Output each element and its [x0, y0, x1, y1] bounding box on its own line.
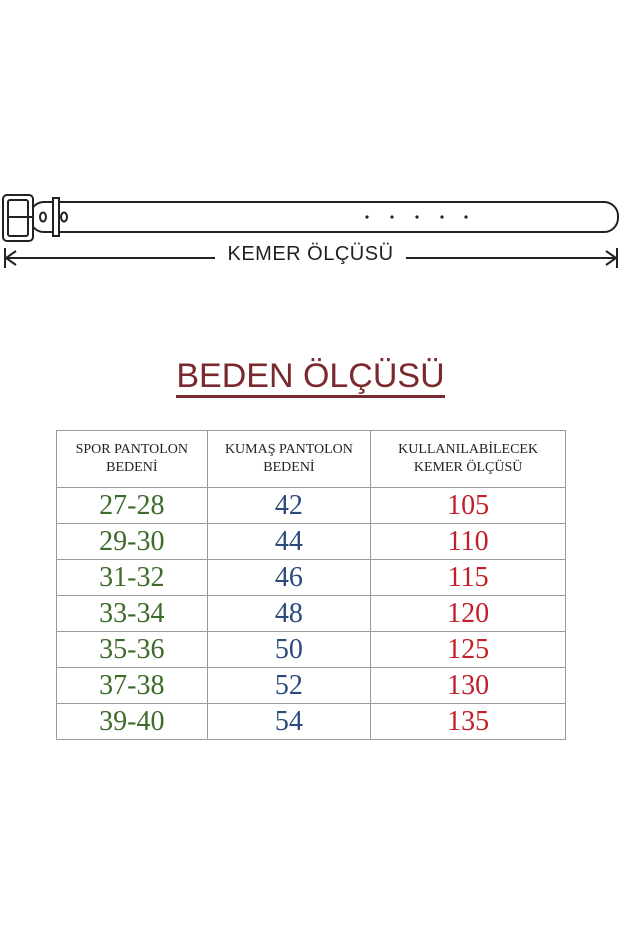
table-row: 35-36 50 125	[56, 631, 566, 668]
table-row: 33-34 48 120	[56, 595, 566, 632]
belt-size-cell: 130	[370, 667, 566, 704]
table-row: 39-40 54 135	[56, 703, 566, 740]
table-row: 31-32 46 115	[56, 559, 566, 596]
table-row: 27-28 42 105	[56, 487, 566, 524]
page-title: BEDEN ÖLÇÜSÜ	[0, 357, 621, 398]
sport-size-cell: 39-40	[56, 703, 208, 740]
table-row: 37-38 52 130	[56, 667, 566, 704]
belt-measure-label: KEMER ÖLÇÜSÜ	[0, 243, 621, 266]
belt-size-cell: 125	[370, 631, 566, 668]
table-header-row: SPOR PANTOLON BEDENİ KUMAŞ PANTOLON BEDENİ…	[56, 430, 566, 488]
header-belt-size: KULLANILABİLECEK KEMER ÖLÇÜSÜ	[370, 430, 566, 488]
header-sport-size: SPOR PANTOLON BEDENİ	[56, 430, 208, 488]
sport-size-cell: 33-34	[56, 595, 208, 632]
belt-size-cell: 115	[370, 559, 566, 596]
fabric-size-cell: 54	[206, 703, 372, 740]
fabric-size-cell: 46	[206, 559, 372, 596]
fabric-size-cell: 48	[206, 595, 372, 632]
sport-size-cell: 37-38	[56, 667, 208, 704]
fabric-size-cell: 52	[206, 667, 372, 704]
fabric-size-cell: 42	[206, 487, 372, 524]
belt-size-cell: 120	[370, 595, 566, 632]
sport-size-cell: 29-30	[56, 523, 208, 560]
sport-size-cell: 35-36	[56, 631, 208, 668]
sport-size-cell: 31-32	[56, 559, 208, 596]
belt-loop	[52, 197, 60, 237]
belt-strap	[29, 201, 619, 233]
belt-size-cell: 105	[370, 487, 566, 524]
fabric-size-cell: 50	[206, 631, 372, 668]
fabric-size-cell: 44	[206, 523, 372, 560]
belt-diagram	[2, 194, 619, 268]
belt-size-cell: 135	[370, 703, 566, 740]
header-fabric-size: KUMAŞ PANTOLON BEDENİ	[206, 430, 372, 488]
size-table: SPOR PANTOLON BEDENİ KUMAŞ PANTOLON BEDENİ…	[56, 430, 566, 740]
belt-size-cell: 110	[370, 523, 566, 560]
table-row: 29-30 44 110	[56, 523, 566, 560]
sport-size-cell: 27-28	[56, 487, 208, 524]
